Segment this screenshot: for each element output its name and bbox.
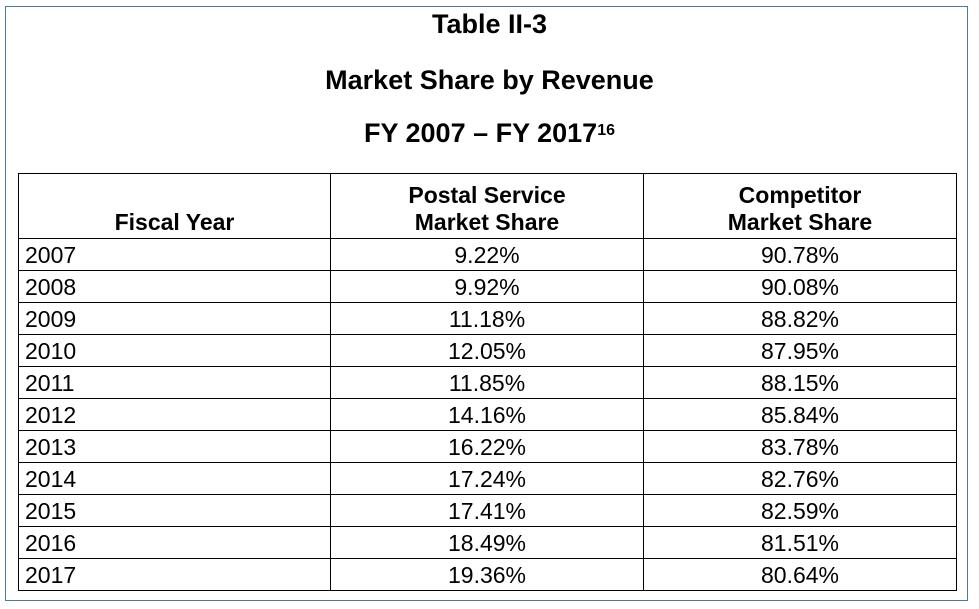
cell-postal-share: 17.41%: [330, 494, 644, 527]
cell-year: 2017: [18, 558, 331, 591]
header-postal-share: Postal Service Market Share: [330, 173, 644, 239]
cell-competitor-share: 90.08%: [643, 270, 957, 303]
table-row: 2009 11.18% 88.82%: [18, 302, 957, 335]
cell-competitor-share: 88.15%: [643, 366, 957, 399]
header-postal-line2: Market Share: [414, 209, 560, 235]
cell-year: 2012: [18, 398, 331, 431]
cell-competitor-share: 82.76%: [643, 462, 957, 495]
cell-postal-share: 19.36%: [330, 558, 644, 591]
cell-postal-share: 11.85%: [330, 366, 644, 399]
market-share-table: Fiscal Year Postal Service Market Share C…: [18, 173, 957, 591]
table-title: Market Share by Revenue: [325, 65, 654, 95]
header-competitor-share: Competitor Market Share: [643, 173, 957, 239]
cell-year: 2008: [18, 270, 331, 303]
table-row: 2010 12.05% 87.95%: [18, 334, 957, 367]
cell-year: 2014: [18, 462, 331, 495]
cell-competitor-share: 80.64%: [643, 558, 957, 591]
cell-competitor-share: 88.82%: [643, 302, 957, 335]
cell-postal-share: 9.22%: [330, 238, 644, 271]
header-postal-line1: Postal Service: [408, 182, 566, 208]
table-row: 2014 17.24% 82.76%: [18, 462, 957, 495]
table-row: 2017 19.36% 80.64%: [18, 558, 957, 591]
cell-competitor-share: 82.59%: [643, 494, 957, 527]
cell-postal-share: 18.49%: [330, 526, 644, 559]
cell-competitor-share: 87.95%: [643, 334, 957, 367]
table-row: 2011 11.85% 88.15%: [18, 366, 957, 399]
table-subtitle: FY 2007 – FY 201716: [0, 117, 979, 149]
cell-competitor-share: 83.78%: [643, 430, 957, 463]
table-header-row: Fiscal Year Postal Service Market Share C…: [18, 173, 957, 239]
table-number: Table II-3: [431, 9, 548, 39]
table-row: 2013 16.22% 83.78%: [18, 430, 957, 463]
table-row: 2016 18.49% 81.51%: [18, 526, 957, 559]
header-fiscal-year: Fiscal Year: [18, 173, 331, 239]
cell-postal-share: 12.05%: [330, 334, 644, 367]
cell-postal-share: 17.24%: [330, 462, 644, 495]
cell-postal-share: 9.92%: [330, 270, 644, 303]
cell-competitor-share: 81.51%: [643, 526, 957, 559]
footnote-marker: 16: [597, 122, 615, 139]
cell-competitor-share: 85.84%: [643, 398, 957, 431]
cell-year: 2009: [18, 302, 331, 335]
table-row: 2008 9.92% 90.08%: [18, 270, 957, 303]
table-row: 2012 14.16% 85.84%: [18, 398, 957, 431]
header-fiscal-year-text: Fiscal Year: [114, 209, 235, 235]
header-competitor-line2: Market Share: [727, 209, 873, 235]
cell-postal-share: 16.22%: [330, 430, 644, 463]
table-subtitle-text: FY 2007 – FY 2017: [364, 118, 598, 148]
cell-year: 2016: [18, 526, 331, 559]
cell-postal-share: 11.18%: [330, 302, 644, 335]
cell-year: 2010: [18, 334, 331, 367]
cell-postal-share: 14.16%: [330, 398, 644, 431]
cell-year: 2013: [18, 430, 331, 463]
cell-year: 2011: [18, 366, 331, 399]
table-row: 2015 17.41% 82.59%: [18, 494, 957, 527]
cell-year: 2007: [18, 238, 331, 271]
cell-competitor-share: 90.78%: [643, 238, 957, 271]
cell-year: 2015: [18, 494, 331, 527]
table-row: 2007 9.22% 90.78%: [18, 238, 957, 271]
header-competitor-line1: Competitor: [738, 182, 862, 208]
